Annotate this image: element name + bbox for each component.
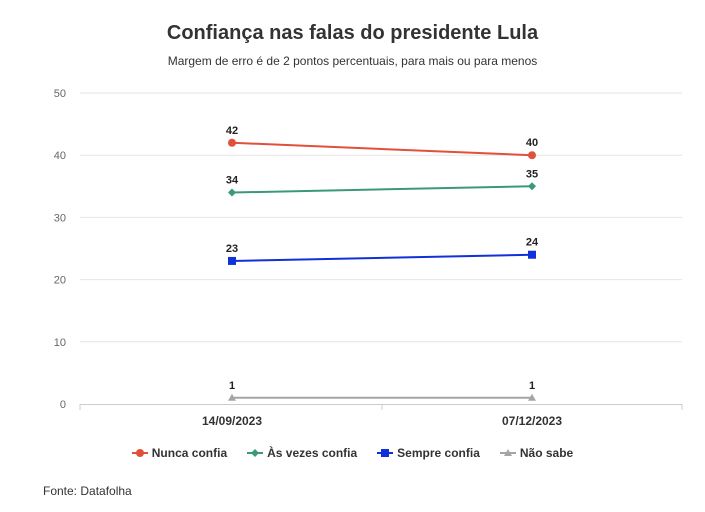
y-tick-label: 10 bbox=[54, 337, 66, 349]
chart-subtitle: Margem de erro é de 2 pontos percentuais… bbox=[167, 54, 538, 68]
source-note: Fonte: Datafolha bbox=[43, 484, 132, 498]
data-label-nunca-confia: 40 bbox=[526, 137, 538, 149]
data-label-nao-sabe: 1 bbox=[529, 380, 535, 392]
legend-item-as-vezes-confia[interactable]: Às vezes confia bbox=[247, 446, 357, 460]
series-line-nunca-confia bbox=[231, 141, 533, 157]
legend-symbol-square-icon bbox=[377, 449, 394, 457]
legend-label: Nunca confia bbox=[151, 446, 228, 460]
data-point-sempre-confia bbox=[228, 256, 236, 265]
line-chart: 0 10 20 30 40 50 14/09/2023 07/12/2023 42 40 34 35 2… bbox=[54, 88, 683, 428]
y-tick-label: 40 bbox=[54, 150, 66, 162]
legend-label: Às vezes confia bbox=[267, 446, 358, 460]
series-line-as-vezes-confia bbox=[231, 185, 533, 194]
data-point-nao-sabe bbox=[528, 393, 536, 401]
data-point-as-vezes-confia bbox=[528, 182, 536, 191]
data-label-sempre-confia: 23 bbox=[226, 243, 238, 255]
data-point-as-vezes-confia bbox=[228, 188, 236, 197]
legend-item-nao-sabe[interactable]: Não sabe bbox=[499, 446, 574, 460]
y-tick-label: 50 bbox=[54, 88, 66, 100]
data-point-sempre-confia bbox=[528, 250, 536, 259]
y-tick-label: 30 bbox=[54, 212, 66, 224]
chart-legend: Nunca confia Às vezes confia Sempre confia… bbox=[0, 446, 705, 460]
data-point-nunca-confia bbox=[528, 151, 536, 160]
y-tick-label: 20 bbox=[54, 275, 66, 287]
legend-item-nunca-confia[interactable]: Nunca confia bbox=[131, 446, 228, 460]
data-label-sempre-confia: 24 bbox=[526, 237, 539, 249]
x-tick-label: 14/09/2023 bbox=[202, 414, 262, 428]
data-point-nunca-confia bbox=[228, 138, 236, 147]
data-label-nunca-confia: 42 bbox=[226, 125, 238, 137]
legend-symbol-circle-icon bbox=[131, 449, 148, 457]
data-point-nao-sabe bbox=[228, 393, 236, 401]
legend-symbol-diamond-icon bbox=[247, 449, 264, 457]
legend-symbol-triangle-icon bbox=[499, 449, 516, 456]
x-tick-label: 07/12/2023 bbox=[502, 414, 562, 428]
data-label-as-vezes-confia: 34 bbox=[226, 175, 239, 187]
legend-label: Não sabe bbox=[519, 446, 574, 460]
series-line-sempre-confia bbox=[231, 253, 533, 262]
legend-item-sempre-confia[interactable]: Sempre confia bbox=[377, 446, 480, 460]
data-label-as-vezes-confia: 35 bbox=[526, 168, 538, 180]
legend-label: Sempre confia bbox=[397, 446, 480, 460]
data-label-nao-sabe: 1 bbox=[229, 380, 235, 392]
y-tick-label: 0 bbox=[60, 399, 66, 411]
chart-title: Confiança nas falas do presidente Lula bbox=[166, 22, 539, 44]
